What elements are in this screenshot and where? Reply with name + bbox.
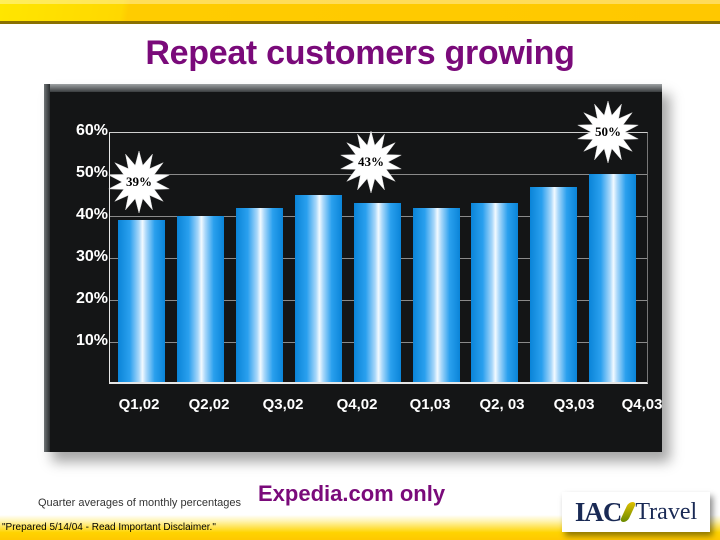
bar — [176, 216, 224, 382]
bar — [235, 207, 283, 382]
bar — [353, 203, 401, 382]
callout-label: 39% — [126, 174, 152, 189]
logo-iac-text: IAC — [574, 496, 623, 527]
top-banner — [0, 0, 720, 24]
iac-travel-logo: IAC Travel — [562, 492, 710, 532]
y-tick-label: 30% — [75, 248, 108, 265]
bar — [589, 174, 637, 382]
starburst-callout: 50% — [576, 100, 640, 164]
callout-label: 50% — [595, 124, 621, 139]
x-tick-label: Q1,02 — [118, 396, 160, 413]
y-tick-label: 50% — [75, 164, 108, 181]
starburst-icon — [339, 130, 403, 194]
plot-area — [109, 132, 648, 384]
y-tick-label: 60% — [75, 122, 108, 139]
starburst-callout: 43% — [339, 130, 403, 194]
x-tick-label: Q4,02 — [336, 396, 378, 413]
y-tick-label: 10% — [75, 332, 108, 349]
y-tick-label: 20% — [75, 290, 108, 307]
x-tick-label: Q2, 03 — [479, 396, 525, 413]
chart-subtitle: Expedia.com only — [258, 481, 446, 506]
disclaimer-text: "Prepared 5/14/04 - Read Important Discl… — [2, 522, 216, 533]
bar — [471, 203, 519, 382]
bar — [412, 207, 460, 382]
bar — [530, 186, 578, 382]
bar — [294, 195, 342, 382]
y-tick-label: 40% — [75, 206, 108, 223]
logo-travel-text: Travel — [635, 498, 698, 525]
chart-footnote: Quarter averages of monthly percentages — [38, 497, 242, 509]
x-tick-label: Q2,02 — [188, 396, 230, 413]
x-tick-label: Q3,03 — [553, 396, 595, 413]
x-tick-label: Q4,03 — [621, 396, 663, 413]
x-tick-label: Q1,03 — [409, 396, 451, 413]
starburst-icon — [576, 100, 640, 164]
bar — [118, 220, 165, 382]
starburst-icon — [107, 150, 171, 214]
callout-label: 43% — [358, 154, 384, 169]
slide-title: Repeat customers growing — [145, 34, 575, 72]
x-tick-label: Q3,02 — [262, 396, 304, 413]
starburst-callout: 39% — [107, 150, 171, 214]
